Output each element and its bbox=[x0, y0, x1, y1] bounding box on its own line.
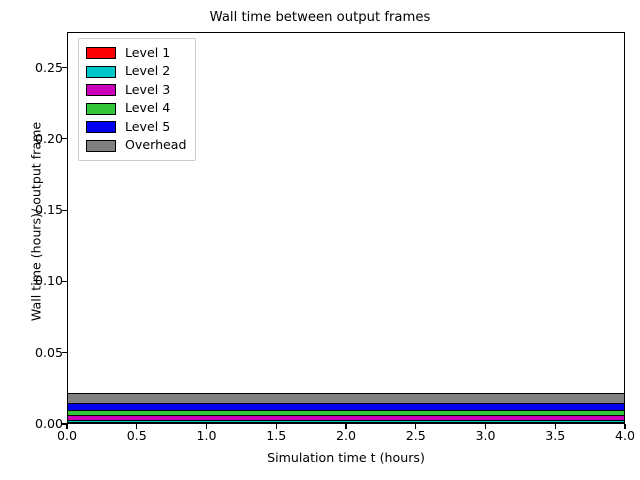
x-axis-label: Simulation time t (hours) bbox=[267, 450, 425, 465]
x-tick-label: 1.0 bbox=[196, 428, 217, 443]
x-tick-label: 0.5 bbox=[126, 428, 147, 443]
legend-swatch-icon bbox=[86, 121, 116, 134]
legend-item-level-1[interactable]: Level 1 bbox=[86, 44, 187, 63]
legend-item-label: Level 3 bbox=[125, 81, 171, 97]
x-tick-mark bbox=[484, 424, 487, 429]
y-tick-mark bbox=[62, 280, 67, 283]
legend-item-label: Level 1 bbox=[125, 44, 171, 60]
legend-item-label: Level 2 bbox=[125, 63, 171, 79]
x-tick-label: 3.0 bbox=[475, 428, 496, 443]
legend-item-level-5[interactable]: Level 5 bbox=[86, 118, 187, 137]
legend-swatch-icon bbox=[86, 47, 116, 60]
chart-title: Wall time between output frames bbox=[209, 10, 431, 25]
x-tick-label: 0.0 bbox=[56, 428, 78, 443]
x-tick-mark bbox=[205, 424, 208, 429]
x-tick-mark bbox=[415, 424, 417, 429]
legend-item-level-3[interactable]: Level 3 bbox=[86, 81, 187, 100]
stacked-bar bbox=[68, 393, 624, 423]
y-tick-mark bbox=[62, 209, 67, 211]
legend-swatch-icon bbox=[86, 84, 116, 97]
x-tick-label: 3.5 bbox=[545, 428, 566, 443]
x-tick-mark bbox=[345, 424, 347, 429]
x-tick-mark bbox=[275, 424, 277, 429]
y-tick-mark bbox=[62, 138, 67, 140]
legend-item-level-2[interactable]: Level 2 bbox=[86, 63, 187, 82]
legend-swatch-icon bbox=[86, 65, 116, 78]
legend-swatch-icon bbox=[86, 102, 116, 115]
x-tick-mark bbox=[66, 424, 68, 429]
y-tick-mark bbox=[62, 352, 67, 354]
legend-item-label: Level 5 bbox=[125, 118, 171, 134]
legend-item-overhead[interactable]: Overhead bbox=[86, 137, 187, 156]
legend-swatch-icon bbox=[86, 139, 116, 152]
legend-item-label: Overhead bbox=[125, 137, 187, 153]
legend-item-level-4[interactable]: Level 4 bbox=[86, 100, 187, 119]
x-tick-label: 1.5 bbox=[266, 428, 287, 443]
legend-item-label: Level 4 bbox=[125, 100, 171, 116]
x-tick-mark bbox=[554, 424, 556, 429]
x-tick-label: 2.5 bbox=[405, 428, 426, 443]
x-tick-label: 2.0 bbox=[335, 428, 357, 443]
y-tick-mark bbox=[62, 67, 67, 69]
bar-band-level-1 bbox=[68, 422, 624, 423]
y-axis-label: Wall time (hours)/ output frame bbox=[28, 121, 44, 322]
x-tick-label: 4.0 bbox=[614, 428, 636, 443]
legend: Level 1 Level 2 Level 3 Level 4 Level 5 Overh… bbox=[78, 38, 196, 161]
x-tick-mark bbox=[136, 424, 138, 429]
x-tick-mark bbox=[624, 424, 626, 429]
